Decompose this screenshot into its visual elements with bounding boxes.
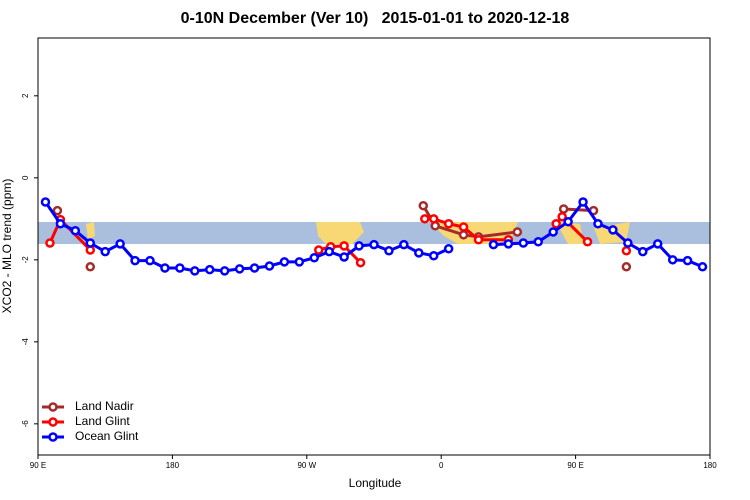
point [339, 241, 349, 251]
point [115, 239, 125, 249]
x-axis-label: Longitude [349, 476, 402, 490]
point [488, 239, 499, 250]
point [623, 238, 633, 248]
point [399, 239, 409, 250]
point [420, 214, 430, 224]
legend-marker [48, 402, 58, 412]
point [443, 244, 454, 254]
y-tick-label: -2 [21, 256, 30, 264]
y-axis-label: XCO2 - MLO trend (ppm) [0, 179, 14, 314]
point [175, 263, 185, 273]
plot-frame [37, 37, 711, 456]
point [354, 241, 364, 251]
point [638, 246, 648, 257]
point [533, 237, 544, 247]
y-tick-label: -6 [21, 420, 30, 428]
chart-title: 0-10N December (Ver 10) 2015-01-01 to 20… [181, 10, 570, 27]
point [667, 255, 678, 265]
point [249, 263, 260, 273]
point [428, 250, 439, 261]
point [70, 225, 81, 236]
point [130, 255, 140, 266]
legend-label: Ocean Glint [75, 429, 139, 443]
legend-marker [48, 417, 58, 427]
point [52, 205, 63, 216]
x-tick-label: 90 E [567, 461, 583, 470]
legend-marker [48, 432, 58, 442]
point [582, 237, 593, 247]
point [219, 266, 230, 276]
point [369, 239, 379, 250]
point [578, 197, 588, 207]
point [682, 255, 693, 266]
point [428, 214, 439, 224]
point [309, 253, 320, 263]
x-tick-label: 90 E [30, 461, 46, 470]
point [55, 218, 66, 229]
point [45, 238, 55, 248]
point [558, 204, 569, 214]
point [458, 222, 469, 232]
point [503, 239, 514, 249]
point [557, 212, 567, 222]
point [145, 255, 155, 266]
point [458, 230, 469, 240]
point [190, 266, 200, 276]
point [414, 248, 424, 258]
point [264, 261, 275, 271]
point [652, 239, 663, 249]
point [384, 246, 394, 256]
point [204, 264, 215, 275]
point [279, 257, 290, 267]
point [593, 218, 603, 229]
point [548, 227, 558, 237]
point [697, 262, 708, 272]
point [100, 246, 110, 257]
point [313, 245, 324, 255]
point [418, 200, 429, 211]
point [621, 246, 632, 256]
y-tick-label: 0 [21, 175, 30, 180]
y-tick-label: -4 [21, 338, 30, 346]
point [355, 257, 366, 268]
point [473, 234, 484, 245]
y-tick-label: 2 [21, 93, 30, 98]
point [551, 218, 561, 229]
x-tick-label: 180 [166, 461, 180, 470]
point [294, 257, 305, 267]
point [621, 262, 632, 272]
point [40, 197, 51, 207]
x-tick-label: 0 [439, 461, 444, 470]
point [324, 246, 334, 257]
x-tick-label: 180 [703, 461, 717, 470]
point [85, 262, 96, 272]
point [518, 238, 529, 248]
x-tick-label: 90 W [297, 461, 316, 470]
point [608, 225, 618, 235]
point [563, 216, 573, 227]
point [234, 264, 245, 274]
point [85, 238, 96, 248]
legend-label: Land Glint [75, 414, 130, 428]
point [443, 218, 454, 229]
point [512, 227, 523, 237]
legend-label: Land Nadir [75, 399, 134, 413]
point [160, 263, 170, 273]
point [339, 252, 349, 262]
